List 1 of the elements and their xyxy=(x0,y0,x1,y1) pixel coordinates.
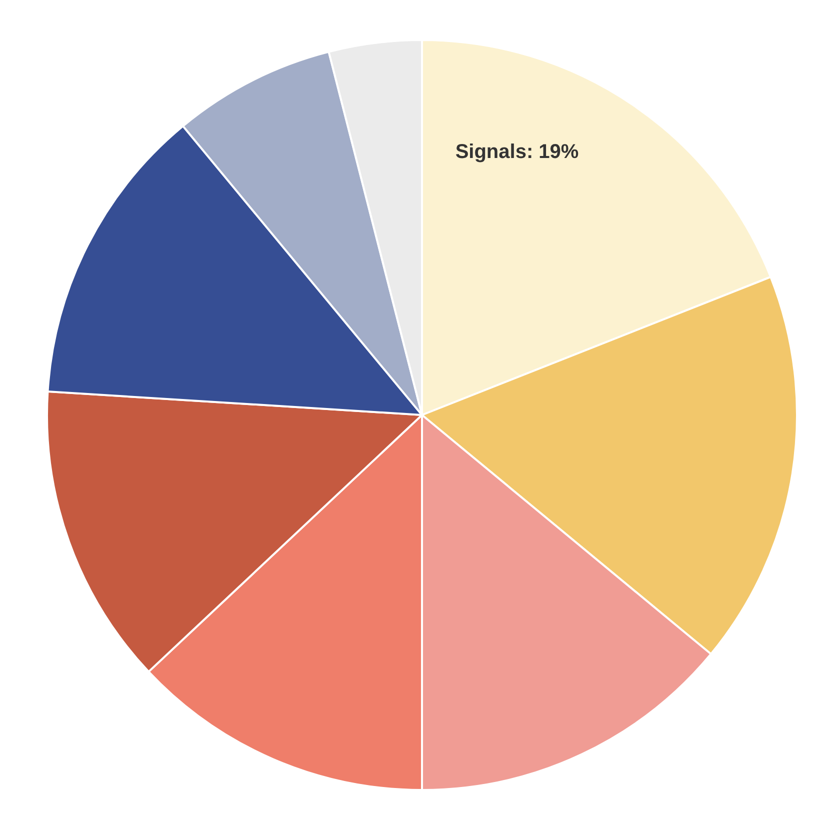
slice-label: Signals: 19% xyxy=(455,141,579,163)
